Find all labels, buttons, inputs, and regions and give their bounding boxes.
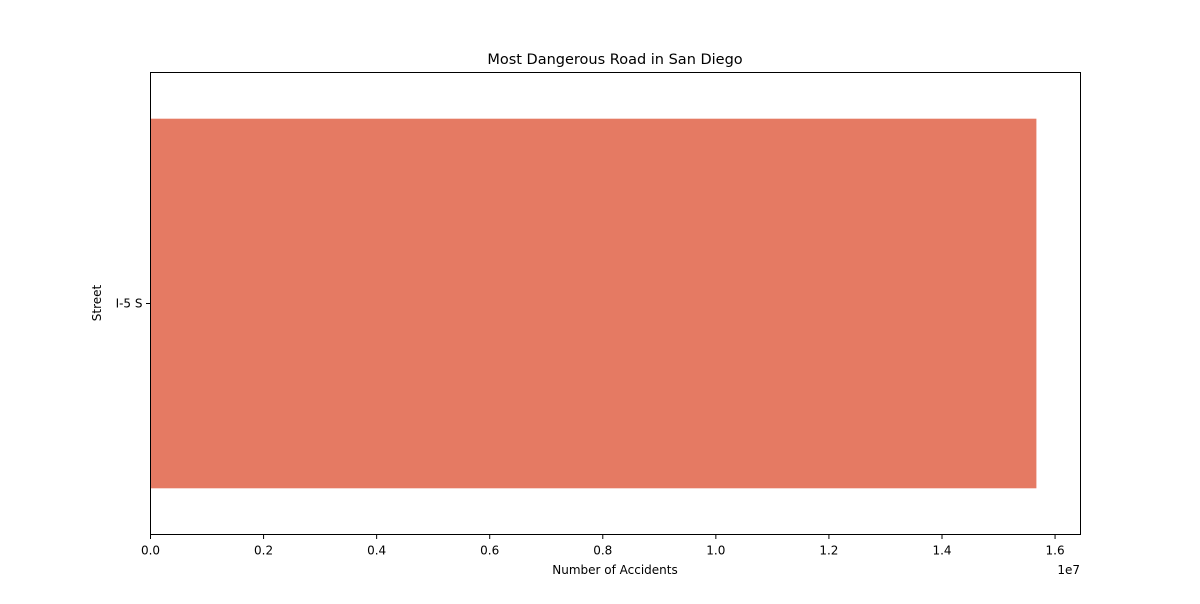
x-axis-label: Number of Accidents [552,563,678,577]
x-axis-scale-label: 1e7 [1057,563,1080,577]
x-tick-label: 0.4 [367,544,386,558]
y-tick-label: I-5 S [116,297,143,311]
bar-0 [150,118,1037,489]
x-tick-label: 1.6 [1046,544,1065,558]
x-axis-ticks: 0.0 0.2 0.4 0.6 0.8 1.0 1.2 1.4 1.6 [141,534,1065,558]
x-tick-label: 0.8 [593,544,612,558]
x-tick-label: 0.2 [254,544,273,558]
chart-title: Most Dangerous Road in San Diego [487,52,742,68]
y-axis-label: Street [90,284,104,321]
x-tick-label: 0.0 [141,544,160,558]
y-axis-ticks: I-5 S [116,297,151,311]
x-tick-label: 1.0 [706,544,725,558]
x-tick-label: 1.4 [932,544,951,558]
x-tick-label: 0.6 [480,544,499,558]
bars-layer [150,118,1037,489]
x-tick-label: 1.2 [819,544,838,558]
